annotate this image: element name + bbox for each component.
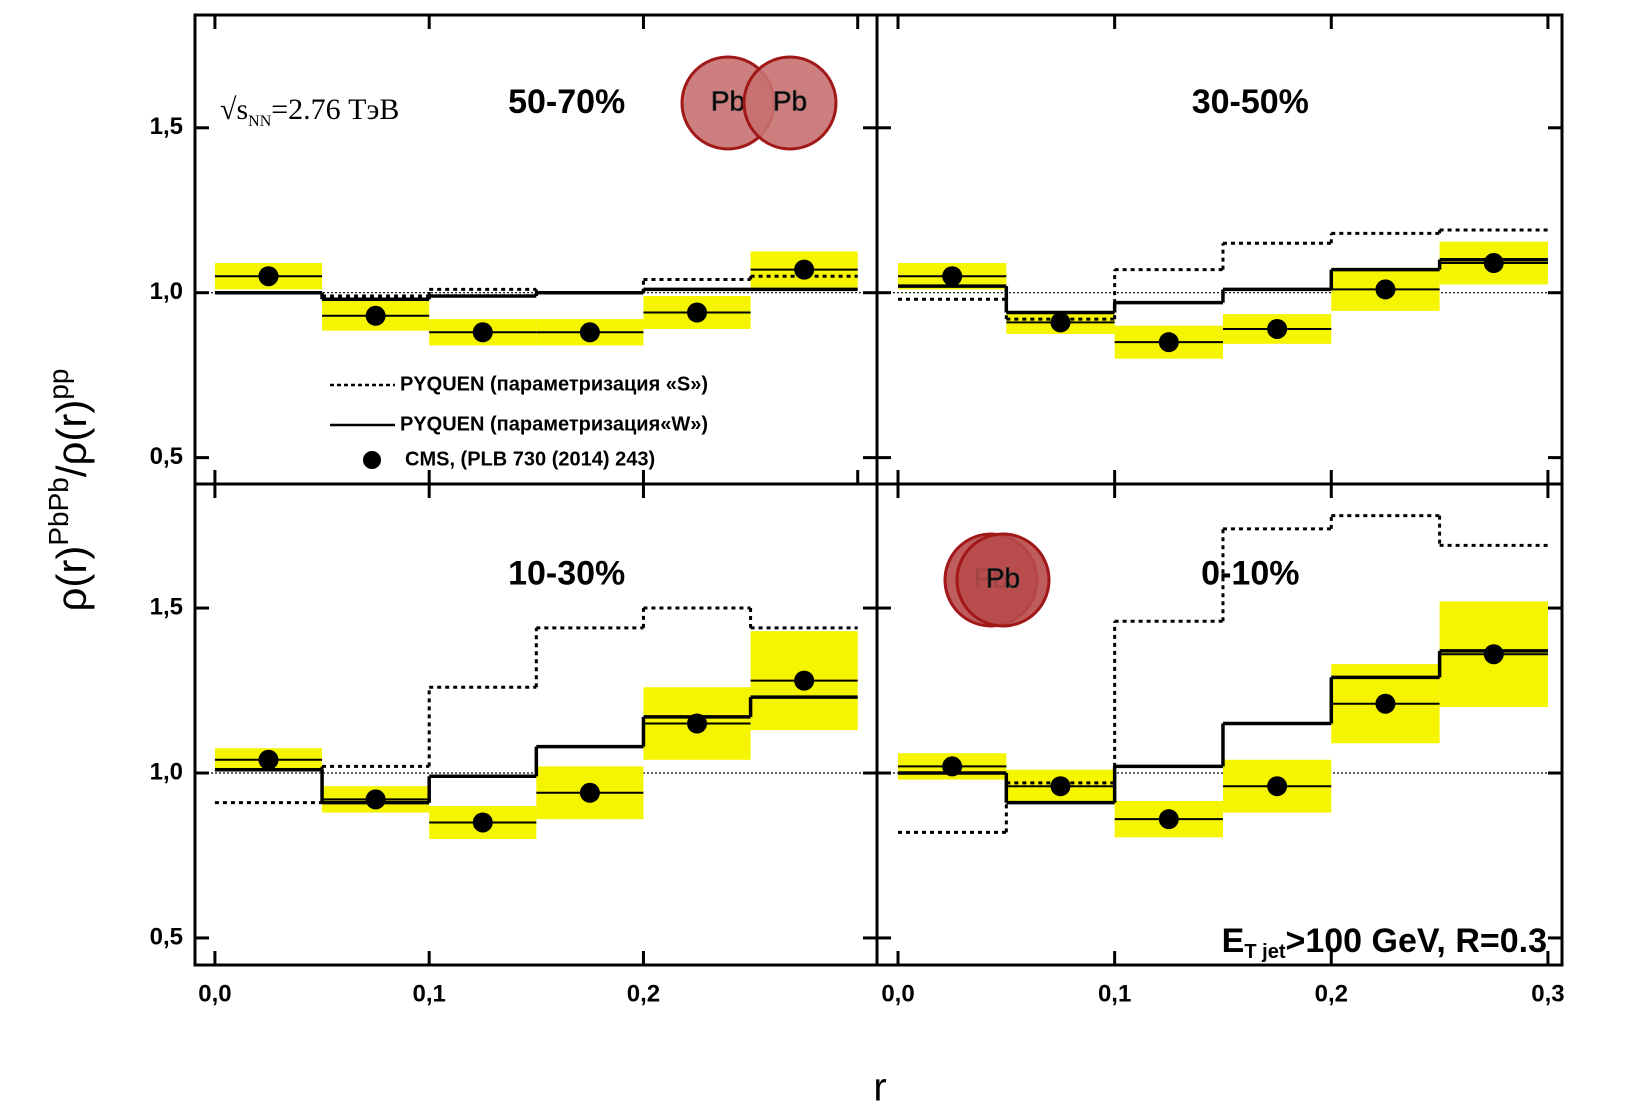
nucleus-label: Pb [711,85,745,116]
data-point [687,713,708,734]
data-point [687,302,708,323]
x-tick-label: 0,2 [1315,980,1348,1007]
data-point [258,749,279,770]
nucleus [955,532,1051,628]
data-point [942,756,963,777]
x-axis-label: r [873,1066,886,1110]
nucleus-label: Pb [773,85,807,116]
data-point [1267,776,1288,797]
data-point [1050,312,1071,333]
data-point [365,789,386,810]
panel-title: 30-50% [1192,83,1309,121]
annotation-sub: T jet [1244,941,1285,963]
data-point [1158,809,1179,830]
data-point [1375,279,1396,300]
y-axis-label-part: ρ(r) [48,546,95,612]
nucleus-label: Pb [986,562,1020,593]
data-point [472,812,493,833]
annotation-part: =2.76 ТэВ [271,93,399,126]
y-axis-label-part: pp [43,368,74,399]
y-tick-label: 1,0 [150,278,183,305]
data-point [1483,253,1504,274]
jet-annotation: ET jet>100 GeV, R=0.3 [1222,922,1547,963]
y-tick-label: 1,5 [150,113,183,140]
legend-marker [363,451,381,469]
nucleus [742,55,838,151]
x-tick-label: 0,1 [413,980,446,1007]
data-point [1267,318,1288,339]
energy-annotation: √sNN=2.76 ТэВ [220,93,399,130]
panel-title: 0-10% [1201,554,1299,592]
data-point [579,782,600,803]
y-tick-label: 1,0 [150,758,183,785]
annotation-sub: NN [248,113,272,130]
panel-title: 10-30% [508,554,625,592]
data-point [1050,776,1071,797]
data-point [794,259,815,280]
y-tick-label: 1,5 [150,593,183,620]
y-axis-label: ρ(r)PbPb/ρ(r)pp [43,368,95,611]
annotation-part: >100 GeV, R=0.3 [1285,922,1547,960]
y-axis-label-part: PbPb [43,477,74,546]
panel-frame [875,482,1564,967]
panel-title: 50-70% [508,83,625,121]
data-point [794,670,815,691]
data-point [1158,332,1179,353]
data-point [258,266,279,287]
data-point [579,322,600,343]
y-tick-label: 0,5 [150,443,183,470]
y-tick-label: 0,5 [150,923,183,950]
legend-label: PYQUEN (параметризация«W») [400,413,708,435]
data-point [1375,693,1396,714]
x-tick-label: 0,3 [1531,980,1564,1007]
annotation-part: E [1222,922,1245,960]
x-tick-label: 0,2 [627,980,660,1007]
y-axis-label-part: /ρ(r) [48,400,95,478]
legend-label: PYQUEN (параметризация «S») [400,373,708,395]
data-point [365,305,386,326]
legend-label: CMS, (PLB 730 (2014) 243) [405,448,655,470]
data-point [942,266,963,287]
x-tick-label: 0,0 [198,980,231,1007]
data-point [1483,644,1504,665]
x-tick-label: 0,0 [881,980,914,1007]
annotation-part: √s [220,93,248,126]
x-tick-label: 0,1 [1098,980,1131,1007]
data-point [472,322,493,343]
